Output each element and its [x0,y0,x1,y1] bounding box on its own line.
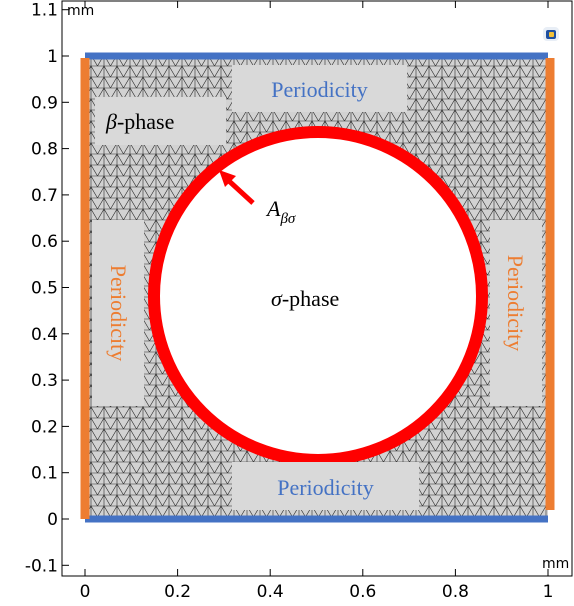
sigma-phase-label: σ-phase [271,286,339,311]
x-tick-label: 1 [543,582,554,602]
y-tick-label: 0.5 [31,279,58,299]
periodicity-top-label: Periodicity [271,77,368,102]
interface-label: Aβσ [265,196,296,227]
periodicity-bottom-box [232,462,419,510]
x-tick-label: 0.8 [442,582,469,602]
y-tick-label: 0.6 [31,232,58,252]
x-tick-label: 0.2 [164,582,191,602]
y-tick-label: 0.1 [31,464,58,484]
x-tick-label: 0 [80,582,91,602]
periodicity-right-label: Periodicity [503,255,528,352]
y-tick-label: 1 [47,47,58,67]
y-tick-label: 0.8 [31,140,58,160]
y-tick-label: 0.9 [31,93,58,113]
x-tick-label: 0.4 [257,582,284,602]
y-tick-label: 1.1 [31,1,58,21]
periodicity-left-label: Periodicity [106,265,131,362]
y-unit-label: mm [67,3,94,19]
y-tick-label: 0.4 [31,325,58,345]
y-tick-label: -0.1 [25,556,58,576]
x-unit-label: mm [542,556,569,572]
periodicity-top-box [232,65,407,112]
periodicity-bottom-label: Periodicity [277,475,374,500]
interface-arrow [227,179,255,205]
y-tick-label: 0.7 [31,186,58,206]
interface-arrowhead [219,170,236,187]
interface-ring [148,126,488,466]
periodicity-left-box [92,220,144,406]
periodicity-right-box [490,220,542,406]
x-tick-label: 0.6 [349,582,376,602]
y-tick-label: 0.3 [31,371,58,391]
y-tick-label: 0 [47,510,58,530]
x-ticks: 0 0.2 0.4 0.6 0.8 1 [80,1,554,602]
beta-phase-box [95,97,226,145]
y-ticks: -0.1 0 0.1 0.2 0.3 0.4 0.5 0.6 0.7 0.8 0.9 1 1.1 [25,1,69,576]
comsol-logo-icon [543,27,559,41]
y-tick-label: 0.2 [31,417,58,437]
beta-phase-label: β-phase [105,109,174,134]
